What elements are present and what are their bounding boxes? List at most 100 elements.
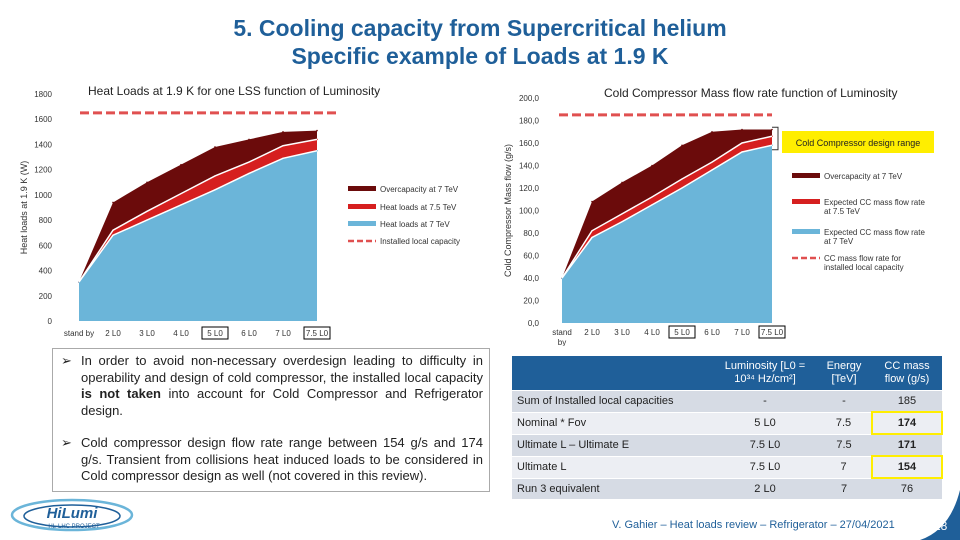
x-tick-box — [668, 325, 696, 339]
table-cell: 7.5 — [816, 434, 872, 457]
series-line — [78, 150, 318, 283]
y-axis-label: Cold Compressor Mass flow (g/s) — [503, 144, 513, 277]
table-cell-highlighted: 154 — [871, 455, 943, 479]
table-cell: - — [714, 390, 816, 413]
x-tick-label: 5 L0 — [207, 329, 223, 338]
y-tick-label: 60,0 — [523, 252, 539, 261]
table-row: Run 3 equivalent 2 L0 7 76 — [512, 478, 942, 500]
x-tick-label: 7.5 L0 — [306, 329, 329, 338]
table-cell: 76 — [872, 478, 942, 500]
corner-shape — [920, 490, 960, 540]
table-cell: Run 3 equivalent — [512, 478, 714, 500]
x-tick-label: 3 L0 — [139, 329, 155, 338]
bullet-text: Cold compressor design flow rate range b… — [81, 435, 483, 483]
data-point — [112, 201, 114, 204]
y-tick-label: 400 — [39, 267, 53, 276]
data-point — [316, 129, 318, 132]
legend-swatch — [792, 173, 820, 178]
table-header-cell: CC mass flow (g/s) — [872, 356, 942, 391]
chart-title: Cold Compressor Mass flow rate function … — [604, 86, 897, 100]
y-tick-label: 20,0 — [523, 297, 539, 306]
x-tick-label: 2 L0 — [584, 328, 600, 337]
x-tick-label: 4 L0 — [173, 329, 189, 338]
footer-text: V. Gahier – Heat loads review – Refriger… — [612, 519, 895, 531]
x-tick-label: by — [558, 338, 566, 346]
y-tick-label: 1000 — [34, 191, 52, 200]
data-point — [621, 181, 623, 184]
y-tick-label: 160,0 — [519, 139, 540, 148]
legend-label: Installed local capacity — [380, 237, 460, 246]
y-tick-label: 200 — [39, 292, 53, 301]
design-range-label-box — [782, 131, 934, 153]
table-cell: 7.5 L0 — [714, 434, 816, 457]
legend-label: Heat loads at 7 TeV — [380, 220, 450, 229]
y-tick-label: 100,0 — [519, 207, 540, 216]
design-range-label: Cold Compressor design range — [796, 138, 921, 148]
legend-swatch — [792, 229, 820, 234]
y-tick-label: 600 — [39, 241, 53, 250]
bullet-item: ➢ In order to avoid non-necessary overde… — [59, 353, 483, 419]
x-tick-label: 4 L0 — [644, 328, 660, 337]
x-tick-label: 3 L0 — [614, 328, 630, 337]
page-title: 5. Cooling capacity from Supercritical h… — [0, 14, 960, 70]
y-tick-label: 800 — [39, 216, 53, 225]
table-cell: - — [816, 390, 872, 413]
area-heat-7tev — [79, 150, 317, 321]
bullet-bold-text: is not taken — [81, 386, 162, 401]
y-tick-label: 0 — [48, 317, 53, 326]
table-row: Sum of Installed local capacities - - 18… — [512, 390, 942, 413]
x-tick-label: 6 L0 — [704, 328, 720, 337]
y-tick-label: 140,0 — [519, 162, 540, 171]
corner-decoration — [920, 490, 960, 540]
chart-title: Heat Loads at 1.9 K for one LSS function… — [88, 84, 380, 98]
legend-label: Overcapacity at 7 TeV — [380, 185, 459, 194]
y-tick-label: 200,0 — [519, 94, 540, 103]
x-tick-label: stand by — [64, 329, 94, 338]
data-point — [651, 164, 653, 167]
chart-svg: Heat Loads at 1.9 K for one LSS function… — [19, 84, 460, 340]
legend-label: at 7.5 TeV — [824, 207, 861, 216]
legend-label: CC mass flow rate for — [824, 254, 901, 263]
logo-orbit-inner — [23, 504, 121, 528]
legend-label: Expected CC mass flow rate — [824, 198, 925, 207]
data-point — [771, 128, 773, 131]
heat-loads-chart: Heat Loads at 1.9 K for one LSS function… — [18, 76, 486, 346]
table-cell-highlighted: 174 — [871, 411, 943, 435]
y-tick-label: 120,0 — [519, 184, 540, 193]
legend-label: installed local capacity — [824, 263, 904, 272]
arrow-bullet-icon: ➢ — [61, 353, 72, 368]
y-tick-label: 1800 — [34, 90, 52, 99]
data-point — [180, 163, 182, 166]
table-header-row: Luminosity [L0 = 10³⁴ Hz/cm²] Energy [Te… — [512, 356, 942, 391]
table-cell: 7.5 — [816, 412, 872, 435]
x-tick-box — [303, 326, 331, 340]
data-point — [741, 128, 743, 131]
table-row: Ultimate L – Ultimate E 7.5 L0 7.5 171 — [512, 434, 942, 457]
x-tick-box — [201, 326, 229, 340]
chart-svg: Cold Compressor Mass flow rate function … — [503, 86, 934, 347]
table-cell: 171 — [872, 434, 942, 457]
legend-swatch — [348, 204, 376, 209]
y-tick-label: 0,0 — [528, 319, 540, 328]
x-tick-label: 6 L0 — [241, 329, 257, 338]
legend-label: at 7 TeV — [824, 237, 854, 246]
data-point — [711, 130, 713, 133]
legend-swatch — [792, 199, 820, 204]
table-cell: 7 — [816, 456, 872, 479]
series-line — [78, 138, 318, 283]
logo-subtext: HL-LHC PROJECT — [48, 524, 100, 530]
x-tick-label: 7.5 L0 — [761, 328, 784, 337]
x-tick-label: 5 L0 — [674, 328, 690, 337]
legend-label: Heat loads at 7.5 TeV — [380, 203, 457, 212]
data-point — [248, 138, 250, 141]
series-line — [561, 135, 773, 279]
page-number: 18 — [934, 519, 948, 533]
area-heat-7tev — [562, 145, 772, 323]
bullet-text-end: into account for Cold Compressor and Ref… — [81, 386, 483, 418]
table-cell: Ultimate L – Ultimate E — [512, 434, 714, 457]
title-line-2: Specific example of Loads at 1.9 K — [291, 43, 669, 69]
y-tick-label: 40,0 — [523, 274, 539, 283]
table-row: Ultimate L 7.5 L0 7 154 — [512, 455, 943, 479]
table-cell: 185 — [872, 390, 942, 413]
table-cell: 2 L0 — [714, 478, 816, 500]
